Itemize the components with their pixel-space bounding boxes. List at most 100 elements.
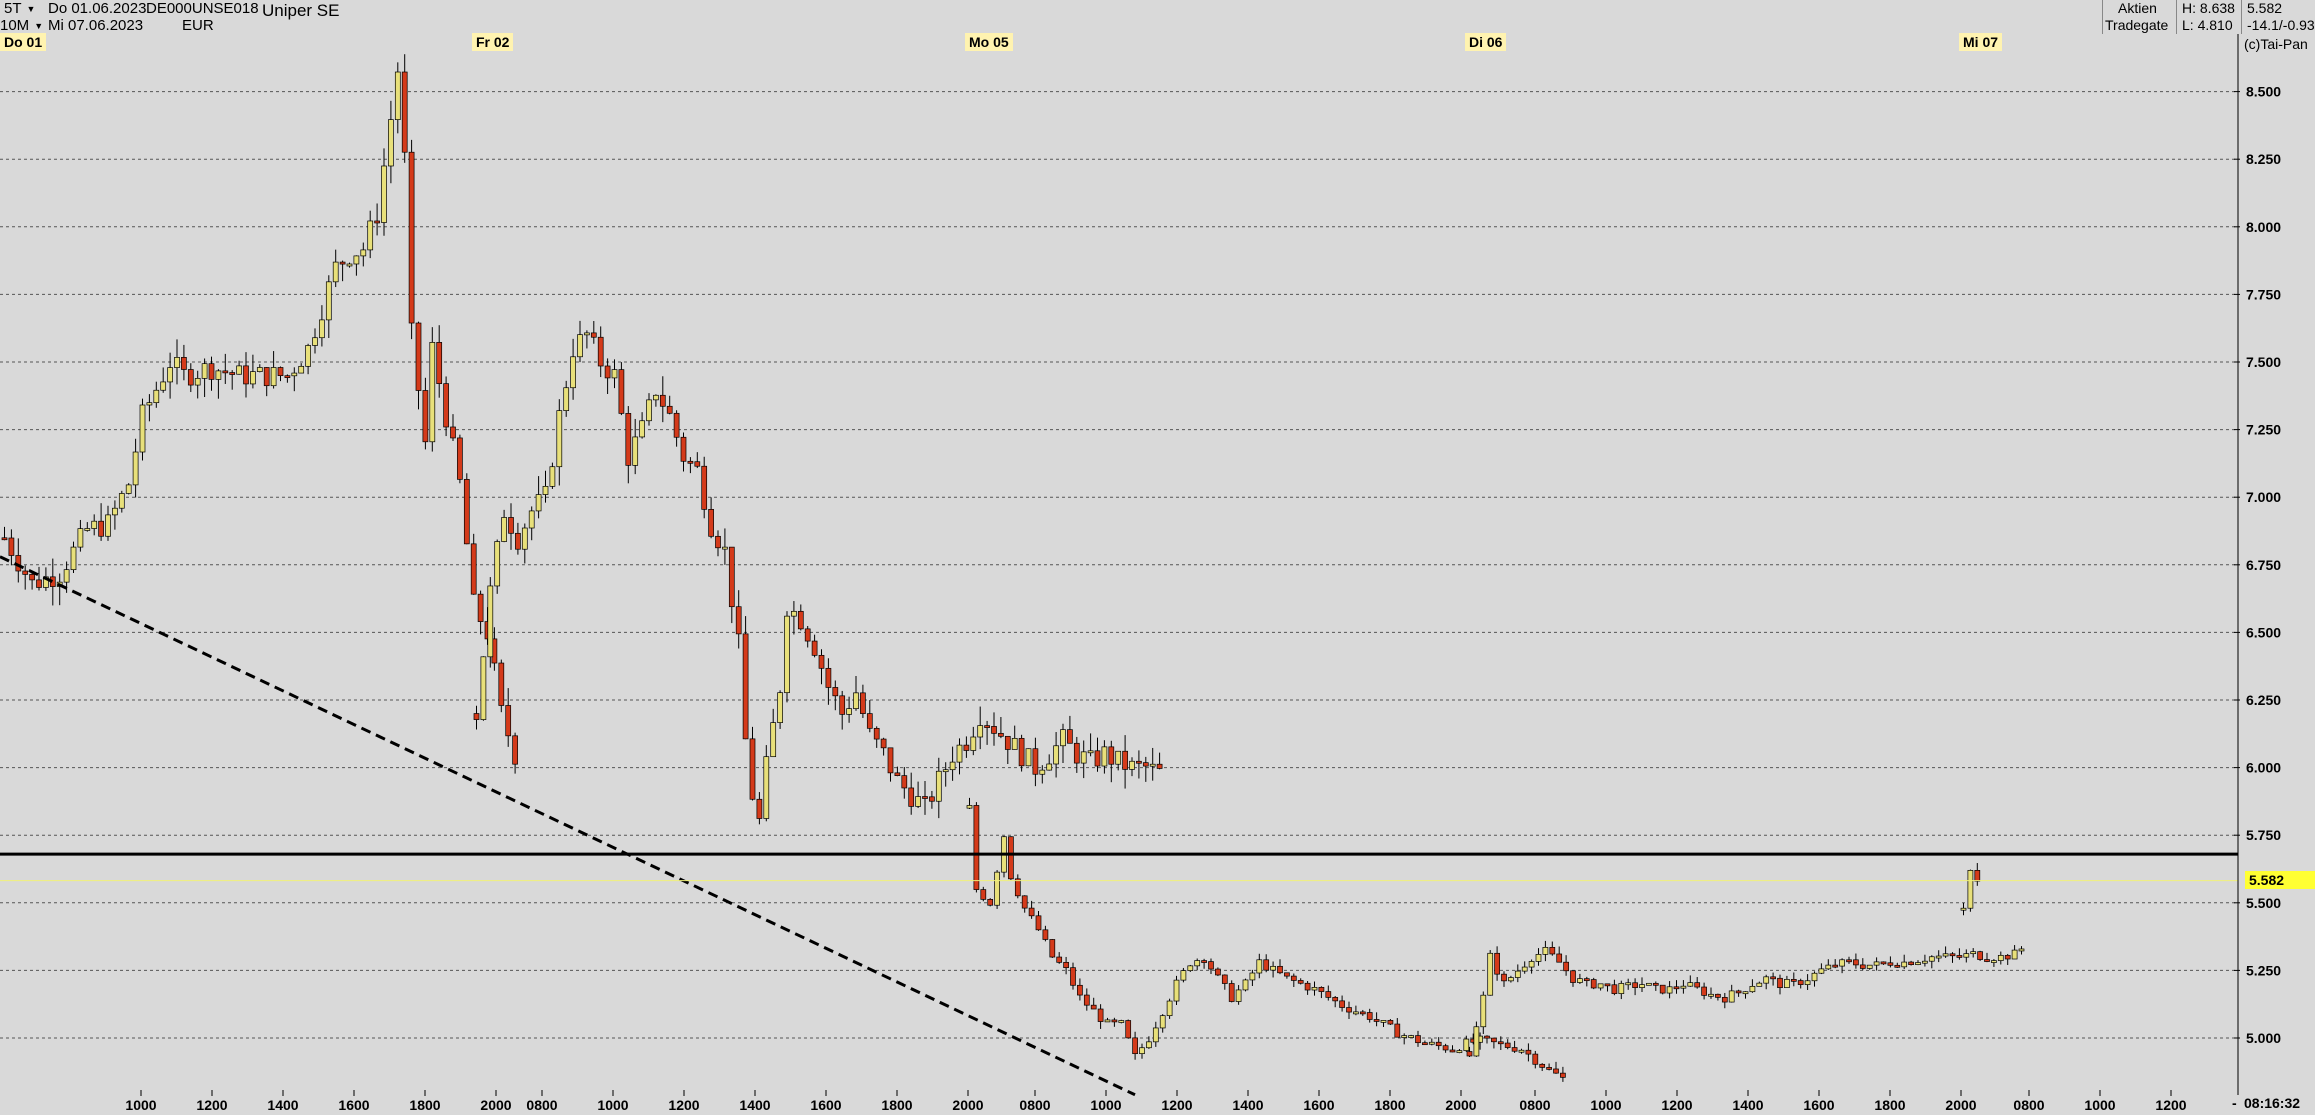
x-tick-label: 1800 bbox=[409, 1097, 440, 1113]
x-tick-label: 2000 bbox=[952, 1097, 983, 1113]
candle-body bbox=[777, 692, 783, 723]
candle bbox=[1542, 940, 1549, 962]
range-label: 10M bbox=[0, 17, 30, 34]
candle bbox=[929, 790, 935, 809]
candle bbox=[742, 616, 749, 740]
candle-body bbox=[980, 889, 987, 900]
candle-body bbox=[512, 735, 518, 765]
candle bbox=[1859, 958, 1866, 971]
candle-body bbox=[22, 570, 29, 575]
candle bbox=[505, 688, 512, 747]
candle bbox=[1652, 981, 1659, 991]
candle bbox=[494, 539, 501, 594]
candle-body bbox=[1535, 954, 1542, 962]
candle bbox=[1715, 993, 1721, 1001]
candle-body bbox=[1018, 737, 1025, 767]
candle bbox=[1166, 998, 1173, 1019]
candle bbox=[429, 327, 436, 452]
candle bbox=[1136, 750, 1142, 779]
candle bbox=[367, 210, 374, 259]
candle bbox=[1963, 949, 1970, 963]
candle-body bbox=[1632, 982, 1638, 988]
candle bbox=[1535, 948, 1542, 966]
candle-body bbox=[1866, 964, 1873, 969]
candle-body bbox=[436, 342, 443, 384]
candle bbox=[1473, 1021, 1480, 1057]
candle bbox=[680, 432, 687, 472]
candle-body bbox=[1394, 1023, 1401, 1038]
candle-body bbox=[1873, 961, 1880, 966]
candle bbox=[1104, 1017, 1111, 1023]
candle-body bbox=[394, 71, 401, 121]
candle bbox=[970, 726, 977, 756]
x-tick-label: 1600 bbox=[810, 1097, 841, 1113]
candle-body bbox=[1511, 1047, 1518, 1052]
candle bbox=[1053, 732, 1059, 778]
candle-body bbox=[1597, 983, 1604, 989]
candle bbox=[1, 526, 8, 541]
candle-body bbox=[187, 369, 194, 386]
candle-body bbox=[374, 220, 380, 224]
candle-body bbox=[1742, 991, 1749, 995]
candle-body bbox=[236, 365, 242, 375]
candle bbox=[1956, 948, 1963, 960]
candle-body bbox=[611, 369, 618, 379]
candle bbox=[443, 376, 449, 437]
candle-body bbox=[360, 249, 367, 257]
candle-body bbox=[1152, 1027, 1159, 1043]
candle bbox=[22, 565, 29, 590]
candle bbox=[1004, 735, 1011, 765]
candle-body bbox=[1035, 915, 1042, 931]
candle-body bbox=[756, 798, 763, 819]
candle bbox=[415, 321, 422, 410]
candle-body bbox=[577, 334, 583, 358]
candle-body bbox=[194, 378, 201, 386]
candle bbox=[498, 659, 505, 713]
candle-body bbox=[632, 436, 639, 466]
candle bbox=[1701, 982, 1707, 1000]
candle-body bbox=[29, 574, 35, 581]
y-tick-label: 7.250 bbox=[2246, 422, 2281, 438]
y-axis: 5.000 5.250 5.500 5.750 6.000 6.250 6.500 6.750… bbox=[2234, 34, 2281, 1095]
candle bbox=[1063, 956, 1069, 975]
interval-selector[interactable]: 5T ▼ bbox=[4, 0, 38, 18]
candle bbox=[1060, 723, 1066, 763]
candle-body bbox=[942, 769, 949, 773]
candle-body bbox=[1090, 1004, 1097, 1010]
x-tick-label: 1000 bbox=[2084, 1097, 2115, 1113]
candle bbox=[508, 503, 514, 550]
candle-body bbox=[1063, 961, 1069, 969]
candle bbox=[1491, 1037, 1497, 1049]
candle-body bbox=[1387, 1020, 1394, 1025]
candle bbox=[118, 490, 125, 513]
candle bbox=[811, 634, 818, 658]
candle-body bbox=[646, 399, 652, 422]
candle bbox=[1784, 975, 1790, 989]
candle-body bbox=[1156, 763, 1163, 769]
candle-body bbox=[1991, 960, 1997, 963]
candle-body bbox=[208, 363, 215, 380]
candle-body bbox=[570, 356, 576, 389]
candle bbox=[132, 438, 139, 498]
candle-body bbox=[277, 367, 284, 377]
candle-body bbox=[1532, 1053, 1539, 1065]
candle bbox=[457, 434, 463, 484]
candle-body bbox=[415, 322, 422, 391]
candle-body bbox=[542, 485, 549, 495]
candle-body bbox=[1073, 742, 1080, 764]
candle bbox=[1508, 975, 1514, 983]
candle bbox=[521, 523, 528, 564]
candle-body bbox=[174, 357, 180, 368]
candle-body bbox=[639, 420, 645, 438]
candle bbox=[1152, 1021, 1159, 1047]
candle-body bbox=[1366, 1012, 1373, 1020]
candle bbox=[1825, 959, 1832, 970]
candle bbox=[839, 690, 846, 730]
candle bbox=[1049, 938, 1056, 958]
candle-body bbox=[922, 796, 928, 799]
candle-body bbox=[508, 517, 514, 534]
candle-body bbox=[201, 363, 208, 379]
range-selector[interactable]: 10M ▼ bbox=[0, 17, 46, 35]
candle-body bbox=[1242, 979, 1249, 991]
